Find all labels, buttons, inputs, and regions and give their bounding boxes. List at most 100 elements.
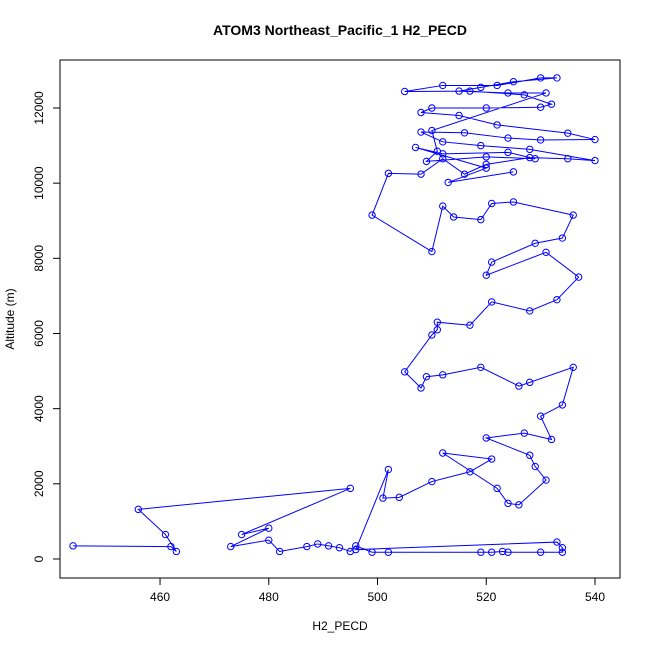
data-point [477, 141, 485, 150]
data-point [466, 87, 474, 95]
data-point [547, 100, 556, 108]
data-point [433, 318, 442, 326]
data-point [504, 499, 512, 508]
data-point [384, 465, 393, 474]
data-point [428, 331, 436, 339]
data-point [237, 530, 246, 539]
data-point [498, 547, 507, 556]
data-point [172, 547, 181, 556]
data-point [591, 156, 599, 165]
data-line [73, 77, 596, 553]
data-point [466, 468, 474, 476]
data-point [569, 363, 577, 372]
data-point [526, 307, 534, 315]
data-point [515, 501, 523, 509]
data-point [526, 451, 534, 459]
data-point [346, 484, 355, 493]
data-point [536, 548, 545, 556]
data-point [161, 530, 170, 539]
data-point [324, 542, 333, 550]
data-point [368, 548, 376, 556]
data-point [536, 74, 545, 82]
y-axis-label: Altitude (m) [3, 288, 17, 349]
data-point [455, 111, 463, 120]
data-point [558, 548, 567, 556]
data-point [439, 155, 447, 163]
data-point [439, 449, 447, 457]
data-point [134, 505, 142, 514]
data-point [439, 202, 447, 210]
data-point [482, 164, 490, 172]
data-point [400, 87, 409, 96]
data-point [493, 121, 501, 129]
data-point [417, 170, 425, 178]
data-point [265, 536, 273, 544]
data-point [526, 378, 534, 387]
data-point [487, 258, 496, 266]
data-point [449, 213, 458, 221]
data-point [455, 87, 463, 95]
data-point [460, 129, 469, 137]
data-point [275, 547, 284, 556]
data-point [558, 401, 567, 409]
data-point [422, 373, 431, 381]
data-point [591, 135, 599, 144]
data-point [417, 108, 425, 117]
y-tick-label: 6000 [32, 320, 46, 347]
data-point [520, 91, 529, 99]
data-point [422, 157, 431, 166]
data-point [411, 143, 420, 152]
data-point [553, 74, 561, 82]
data-point [547, 435, 556, 444]
data-point [493, 484, 501, 493]
data-point [352, 545, 360, 554]
data-point [352, 542, 360, 550]
data-point [428, 104, 436, 112]
x-tick-label: 540 [585, 590, 605, 604]
data-point [509, 77, 518, 86]
y-tick-label: 12000 [32, 91, 46, 125]
data-point [384, 548, 393, 556]
data-point [167, 542, 175, 551]
data-point [379, 494, 387, 502]
data-point [564, 155, 572, 163]
data-point [439, 150, 447, 158]
data-point [428, 247, 436, 256]
data-point [520, 429, 529, 437]
data-point [515, 382, 523, 390]
data-point [265, 524, 273, 532]
data-point [477, 215, 485, 224]
data-point [574, 273, 583, 281]
data-point [487, 455, 496, 463]
x-tick-label: 500 [367, 590, 387, 604]
data-point [504, 89, 512, 97]
data-point [417, 128, 425, 136]
x-tick-label: 520 [476, 590, 496, 604]
data-point [536, 412, 545, 420]
data-point [482, 271, 490, 279]
data-point [477, 548, 485, 556]
data-point [487, 199, 496, 208]
data-point [504, 134, 512, 142]
x-tick-label: 460 [150, 590, 170, 604]
x-axis-label: H2_PECD [312, 619, 368, 633]
data-point [526, 153, 534, 162]
data-point [395, 493, 403, 502]
data-point [433, 326, 442, 334]
data-point [439, 138, 447, 146]
data-point [542, 248, 550, 257]
data-point [384, 169, 393, 178]
data-point [493, 81, 501, 90]
data-point [368, 211, 376, 219]
data-point [569, 211, 577, 219]
data-point [460, 170, 469, 178]
data-point [444, 178, 452, 187]
y-tick-label: 10000 [32, 166, 46, 200]
data-point [69, 542, 77, 550]
data-point [303, 542, 311, 551]
y-tick-label: 8000 [32, 245, 46, 272]
data-point [542, 89, 550, 97]
data-point [428, 477, 436, 486]
